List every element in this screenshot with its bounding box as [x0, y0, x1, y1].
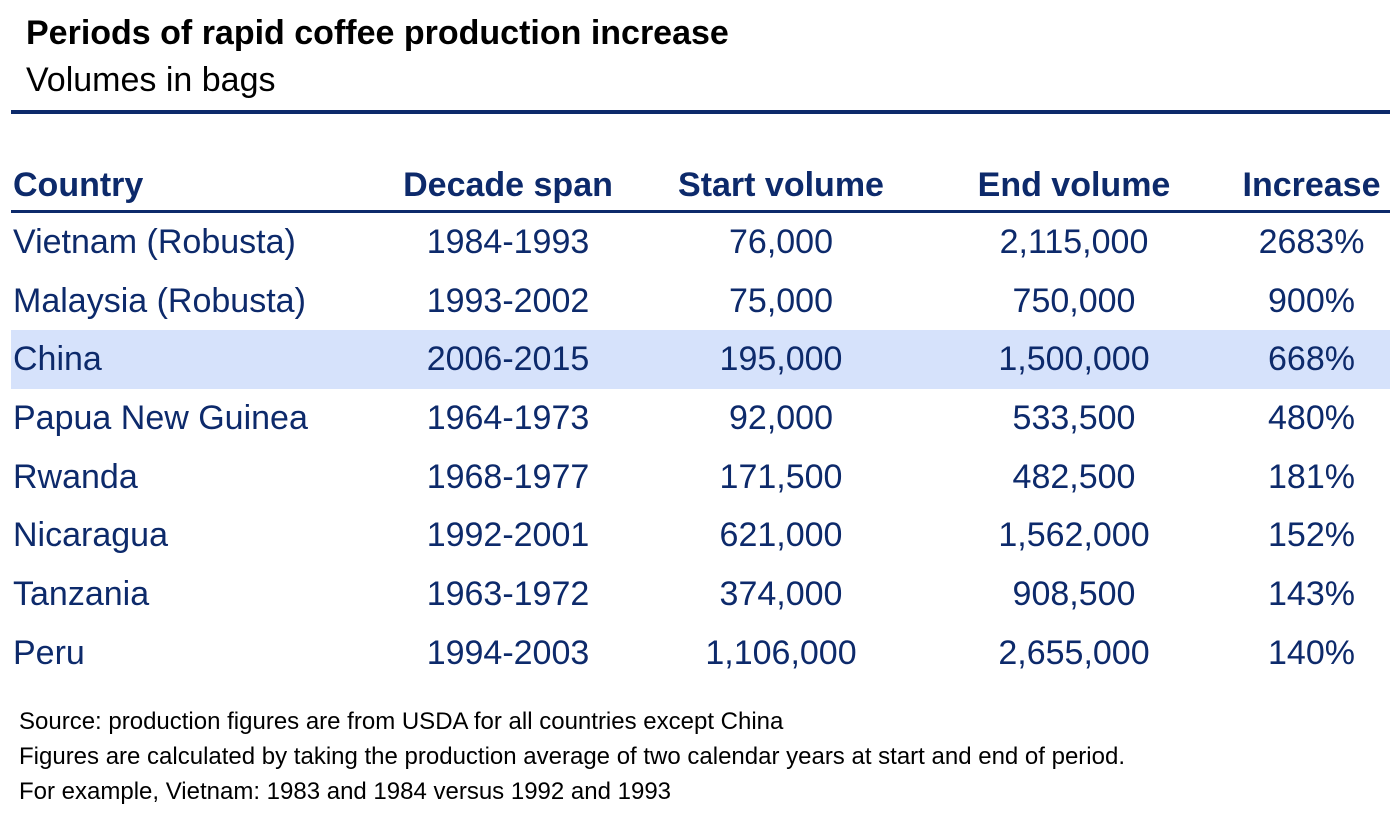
cell-decade-span: 1993-2002 [426, 281, 590, 320]
cell-decade-span: 1963-1972 [426, 574, 590, 613]
cell-country: Papua New Guinea [13, 398, 308, 437]
column-header-increase: Increase [1242, 165, 1381, 204]
cell-decade-span: 1984-1993 [426, 222, 590, 261]
cell-end-volume: 2,655,000 [998, 633, 1150, 672]
production-table: Country Decade span Start volume End volume… [11, 160, 1390, 683]
cell-end-volume: 1,500,000 [998, 340, 1150, 379]
chart-title: Periods of rapid coffee production incre… [26, 14, 729, 52]
cell-start-volume: 92,000 [729, 398, 833, 437]
cell-increase: 152% [1268, 516, 1355, 555]
cell-start-volume: 621,000 [719, 516, 843, 555]
production-table-container: Country Decade span Start volume End volume… [11, 160, 1390, 683]
cell-increase: 668% [1268, 340, 1355, 379]
cell-country: Vietnam (Robusta) [13, 222, 296, 261]
cell-decade-span: 1992-2001 [426, 516, 590, 555]
table-row: Papua New Guinea 1964-1973 92,000 533,500 48… [11, 389, 1390, 448]
cell-end-volume: 908,500 [1012, 574, 1136, 613]
cell-start-volume: 195,000 [719, 340, 843, 379]
column-header-end-volume: End volume [977, 165, 1171, 204]
cell-country: Nicaragua [13, 516, 168, 555]
cell-country: Peru [13, 633, 85, 672]
cell-end-volume: 533,500 [1012, 398, 1136, 437]
table-row: Tanzania 1963-1972 374,000 908,500 143% [11, 565, 1390, 624]
footnote-source: Source: production figures are from USDA… [19, 708, 784, 735]
footnote-method: Figures are calculated by taking the pro… [19, 743, 1125, 770]
cell-country: China [13, 340, 102, 379]
footnotes: Source: production figures are from USDA… [19, 704, 1125, 809]
cell-decade-span: 1964-1973 [426, 398, 590, 437]
cell-end-volume: 2,115,000 [999, 222, 1149, 261]
table-row: Rwanda 1968-1977 171,500 482,500 181% [11, 448, 1390, 507]
column-header-start-volume: Start volume [678, 165, 884, 204]
cell-start-volume: 374,000 [719, 574, 843, 613]
cell-end-volume: 482,500 [1012, 457, 1136, 496]
cell-decade-span: 1968-1977 [426, 457, 590, 496]
chart-subtitle: Volumes in bags [26, 61, 276, 99]
cell-increase: 140% [1268, 633, 1355, 672]
table-header-row: Country Decade span Start volume End volume… [11, 160, 1390, 212]
table-row-highlighted: China 2006-2015 195,000 1,500,000 668% [11, 330, 1390, 390]
cell-end-volume: 750,000 [1012, 281, 1136, 320]
footnote-example: For example, Vietnam: 1983 and 1984 vers… [19, 778, 672, 805]
cell-increase: 2683% [1258, 222, 1365, 261]
cell-increase: 143% [1268, 574, 1355, 613]
table-row: Peru 1994-2003 1,106,000 2,655,000 140% [11, 624, 1390, 683]
title-divider [11, 110, 1390, 114]
cell-country: Tanzania [13, 574, 150, 613]
cell-country: Rwanda [13, 457, 138, 496]
table-row: Vietnam (Robusta) 1984-1993 76,000 2,115,00… [11, 212, 1390, 272]
cell-country: Malaysia (Robusta) [13, 281, 306, 320]
cell-decade-span: 2006-2015 [426, 340, 590, 379]
cell-decade-span: 1994-2003 [426, 633, 590, 672]
cell-start-volume: 75,000 [729, 281, 833, 320]
column-header-decade-span: Decade span [403, 165, 613, 204]
cell-end-volume: 1,562,000 [998, 516, 1150, 555]
cell-start-volume: 1,106,000 [705, 633, 857, 672]
cell-increase: 181% [1268, 457, 1355, 496]
table-row: Malaysia (Robusta) 1993-2002 75,000 750,000… [11, 272, 1390, 331]
cell-increase: 900% [1268, 281, 1355, 320]
cell-start-volume: 171,500 [719, 457, 843, 496]
cell-start-volume: 76,000 [729, 222, 833, 261]
table-body: Vietnam (Robusta) 1984-1993 76,000 2,115,00… [11, 212, 1390, 683]
table-row: Nicaragua 1992-2001 621,000 1,562,000 152% [11, 506, 1390, 565]
column-header-country: Country [13, 165, 144, 204]
cell-increase: 480% [1268, 398, 1355, 437]
